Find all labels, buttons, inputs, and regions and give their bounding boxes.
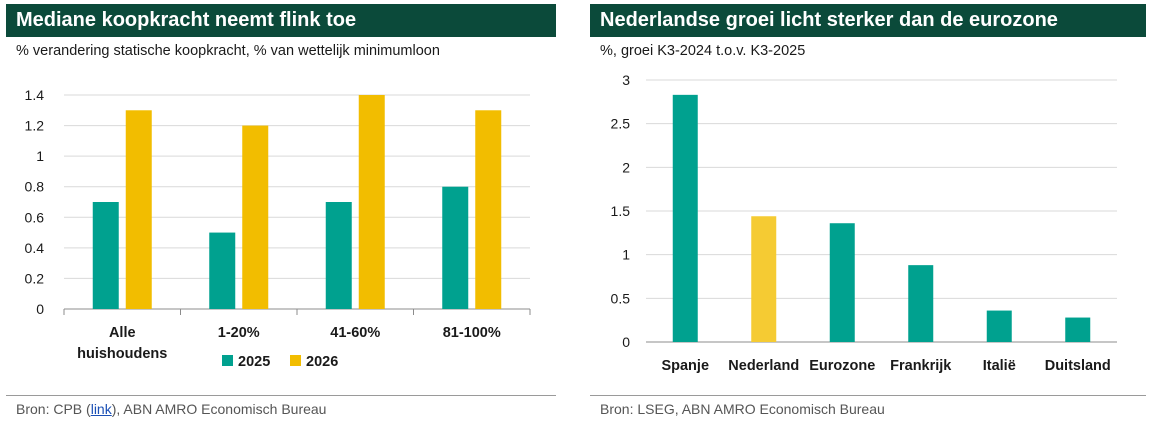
- legend-label-2025: 2025: [238, 354, 270, 370]
- legend-swatch-2026: [290, 355, 301, 366]
- y-tick-label: 1.4: [25, 87, 45, 103]
- right-source-divider: [590, 395, 1146, 396]
- left-source-divider: [6, 395, 556, 396]
- y-tick-label: 0.6: [25, 209, 45, 225]
- right-source-text: Bron: LSEG, ABN AMRO Economisch Bureau: [600, 401, 885, 417]
- y-tick-label: 0.2: [25, 270, 45, 286]
- y-tick-label: 1.2: [25, 118, 45, 134]
- x-category-label: Nederland: [728, 358, 799, 374]
- x-category-label: Eurozone: [809, 358, 875, 374]
- x-category-label: Frankrijk: [890, 358, 952, 374]
- bar-2025-alle-huishoudens: [92, 202, 119, 309]
- y-tick-label: 0.4: [25, 240, 45, 256]
- x-category-label: Spanje: [661, 358, 709, 374]
- bar-2026-81-100: [475, 110, 502, 310]
- bar-2025-1-20: [209, 232, 236, 309]
- y-tick-label: 2: [622, 159, 630, 175]
- y-tick-label: 3: [622, 72, 630, 88]
- y-tick-label: 0: [36, 301, 44, 317]
- legend-swatch-2025: [222, 355, 233, 366]
- y-tick-label: 0.5: [611, 290, 631, 306]
- left-bar-chart: 0 0.2 0.4 0.6 0.8 1 1.2 1.4 Alle huishoudens 1-20%…: [25, 87, 531, 370]
- left-source-text: Bron: CPB (link), ABN AMRO Economisch Bu…: [16, 401, 327, 417]
- source-link[interactable]: link: [90, 401, 112, 417]
- right-chart-panel: Nederlandse groei licht sterker dan de e…: [590, 4, 1146, 419]
- legend-label-2026: 2026: [306, 354, 338, 370]
- y-tick-label: 1.5: [611, 203, 631, 219]
- bar-spanje: [672, 94, 698, 342]
- bar-2026-alle-huishoudens: [125, 110, 152, 310]
- x-category-label: 81-100%: [443, 325, 501, 341]
- y-tick-label: 1: [622, 247, 630, 263]
- x-category-label: 1-20%: [218, 325, 260, 341]
- y-tick-label: 0.8: [25, 179, 45, 195]
- x-category-label: Duitsland: [1045, 358, 1111, 374]
- y-tick-label: 2.5: [611, 116, 631, 132]
- left-chart-subtitle: % verandering statische koopkracht, % va…: [16, 43, 440, 59]
- left-chart-title: Mediane koopkracht neemt flink toe: [6, 4, 556, 37]
- bar-2025-81-100: [442, 186, 469, 309]
- right-chart-subtitle: %, groei K3-2024 t.o.v. K3-2025: [600, 43, 806, 59]
- bar-frankrijk: [908, 265, 934, 342]
- y-tick-label: 0: [622, 334, 630, 350]
- bar-2026-41-60: [358, 95, 385, 309]
- bar-nederland: [751, 216, 777, 342]
- right-bar-chart: 0 0.5 1 1.5 2 2.5 3 Spanje Nederland Eurozone Fran…: [611, 72, 1117, 374]
- x-category-label: Alle: [109, 325, 136, 341]
- bar-2025-41-60: [325, 202, 352, 309]
- x-category-label: huishoudens: [77, 346, 167, 362]
- x-category-label: 41-60%: [330, 325, 380, 341]
- bar-eurozone: [829, 223, 855, 342]
- left-chart-panel: Mediane koopkracht neemt flink toe % ver…: [6, 4, 556, 419]
- right-chart-title: Nederlandse groei licht sterker dan de e…: [590, 4, 1146, 37]
- bar-itali: [986, 310, 1012, 342]
- x-category-label: Italië: [983, 358, 1016, 374]
- bar-duitsland: [1065, 317, 1091, 342]
- y-tick-label: 1: [36, 148, 44, 164]
- bar-2026-1-20: [242, 125, 269, 309]
